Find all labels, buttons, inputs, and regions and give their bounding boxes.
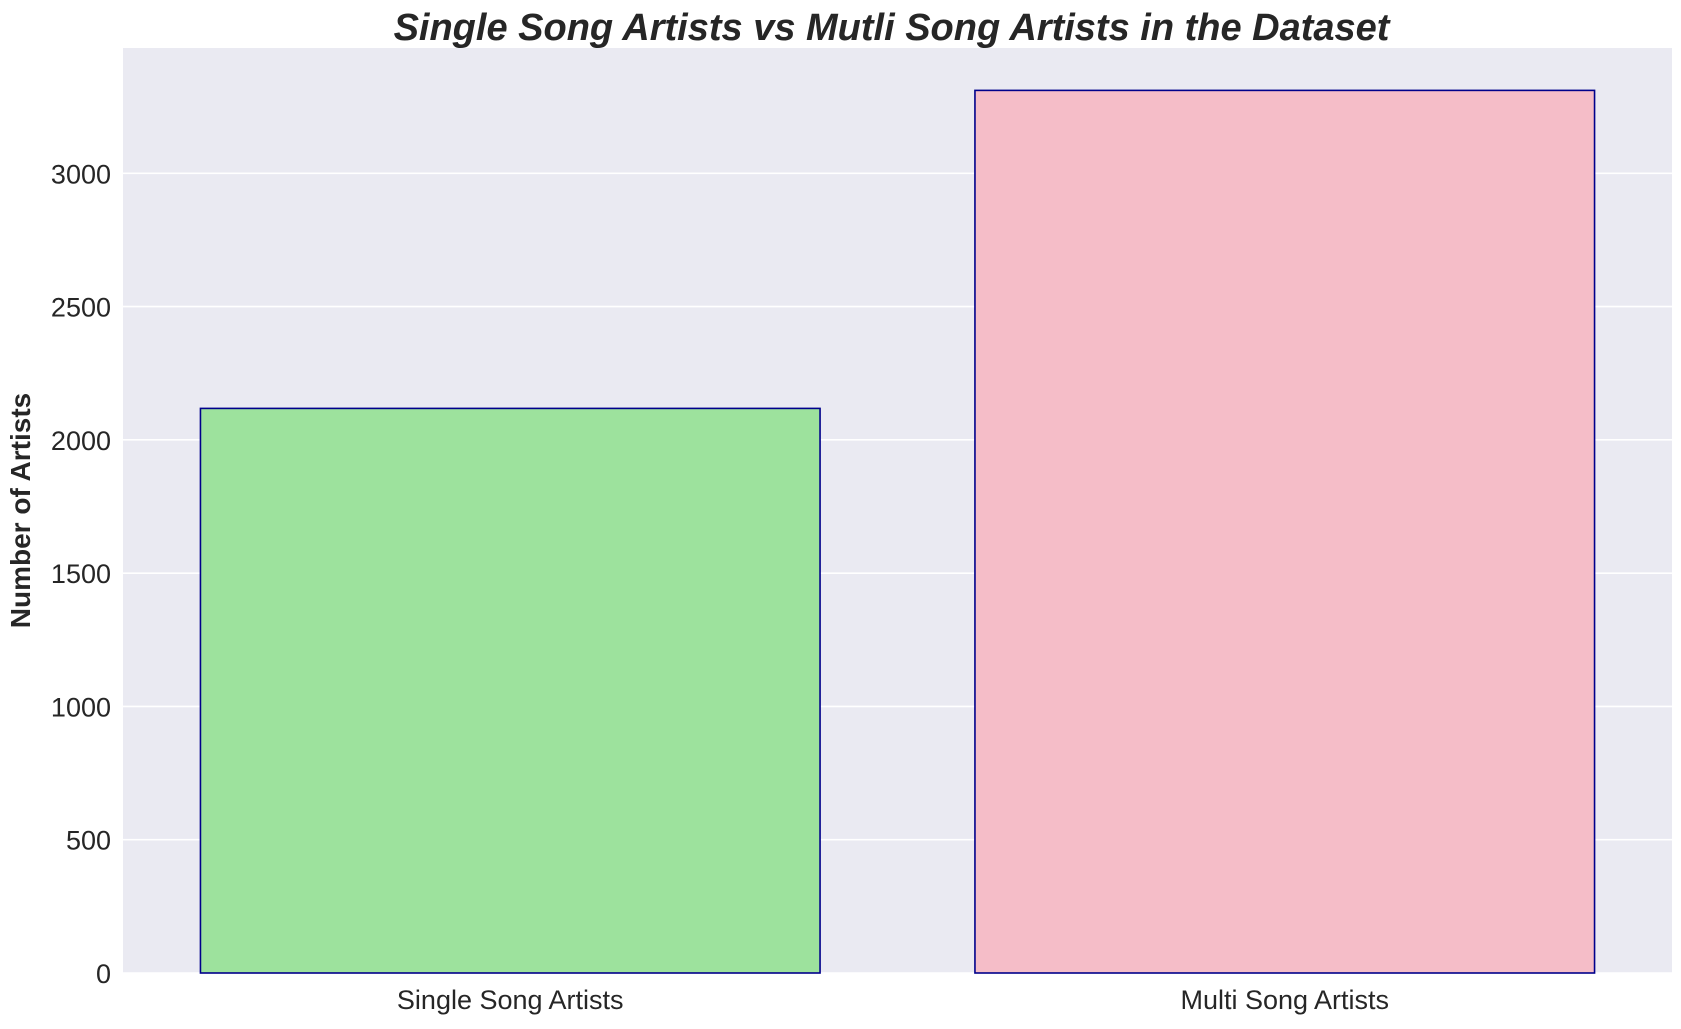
- y-axis-label: Number of Artists: [5, 393, 36, 628]
- y-tick-label: 2500: [51, 293, 111, 323]
- chart-title: Single Song Artists vs Mutli Song Artist…: [394, 7, 1391, 49]
- y-tick-labels: 0 500 1000 1500 2000 2500 3000: [51, 159, 111, 989]
- bar-1: [974, 89, 1596, 974]
- y-tick-label: 3000: [51, 159, 111, 189]
- y-tick-label: 500: [66, 826, 111, 856]
- y-tick-label: 0: [96, 959, 111, 989]
- y-tick-label: 1500: [51, 559, 111, 589]
- bars: [199, 89, 1596, 974]
- x-tick-label: Multi Song Artists: [1180, 985, 1389, 1015]
- bar-0: [199, 407, 821, 974]
- x-tick-labels: Single Song Artists Multi Song Artists: [397, 985, 1389, 1015]
- y-tick-label: 2000: [51, 426, 111, 456]
- x-tick-label: Single Song Artists: [397, 985, 624, 1015]
- y-tick-label: 1000: [51, 692, 111, 722]
